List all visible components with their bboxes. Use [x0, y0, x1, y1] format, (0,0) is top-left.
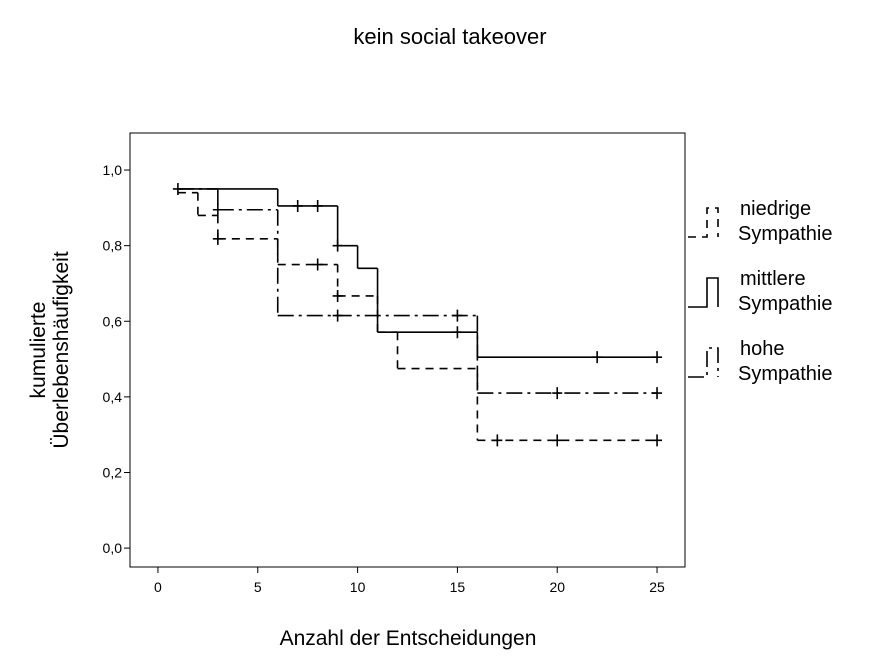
- y-tick-label: 0,4: [103, 389, 123, 405]
- censor-mark: [452, 326, 463, 339]
- legend-icon: [688, 277, 719, 308]
- censor-mark: [292, 199, 303, 212]
- y-axis-label: kumulierte: [27, 302, 50, 399]
- legend-label: hohe Sympathie: [738, 338, 833, 385]
- legend-label: mittlere Sympathie: [738, 268, 833, 315]
- legend-label: niedrige Sympathie: [738, 198, 833, 245]
- x-tick-label: 20: [549, 579, 565, 595]
- legend-icon: [688, 347, 719, 378]
- chart-title: kein social takeover: [353, 24, 546, 49]
- censor-mark: [172, 182, 183, 195]
- y-tick-label: 1,0: [103, 162, 123, 178]
- censor-mark: [332, 289, 343, 302]
- legend-icon: [688, 207, 719, 238]
- y-tick-label: 0,8: [103, 238, 123, 254]
- y-axis-label: Überlebenshäufigkeit: [50, 251, 73, 448]
- censor-mark: [332, 309, 343, 322]
- x-tick-label: 0: [154, 579, 162, 595]
- x-tick-label: 25: [649, 579, 665, 595]
- censor-mark: [312, 258, 323, 271]
- censor-mark: [552, 387, 563, 400]
- censor-mark: [592, 351, 603, 364]
- censor-mark: [312, 199, 323, 212]
- censor-mark: [652, 351, 663, 364]
- y-tick-label: 0,0: [103, 540, 123, 556]
- x-axis-label: Anzahl der Entscheidungen: [280, 627, 537, 650]
- x-tick-label: 15: [450, 579, 466, 595]
- censor-mark: [452, 309, 463, 322]
- y-tick-label: 0,2: [103, 464, 123, 480]
- censor-mark: [552, 434, 563, 447]
- censor-mark: [212, 203, 223, 216]
- censor-mark: [652, 434, 663, 447]
- censor-mark: [212, 232, 223, 245]
- y-tick-label: 0,6: [103, 313, 123, 329]
- plot-frame: [129, 132, 686, 568]
- x-tick-label: 5: [254, 579, 262, 595]
- censor-mark: [332, 239, 343, 252]
- censor-mark: [652, 387, 663, 400]
- censor-mark: [492, 434, 503, 447]
- x-tick-label: 10: [350, 579, 366, 595]
